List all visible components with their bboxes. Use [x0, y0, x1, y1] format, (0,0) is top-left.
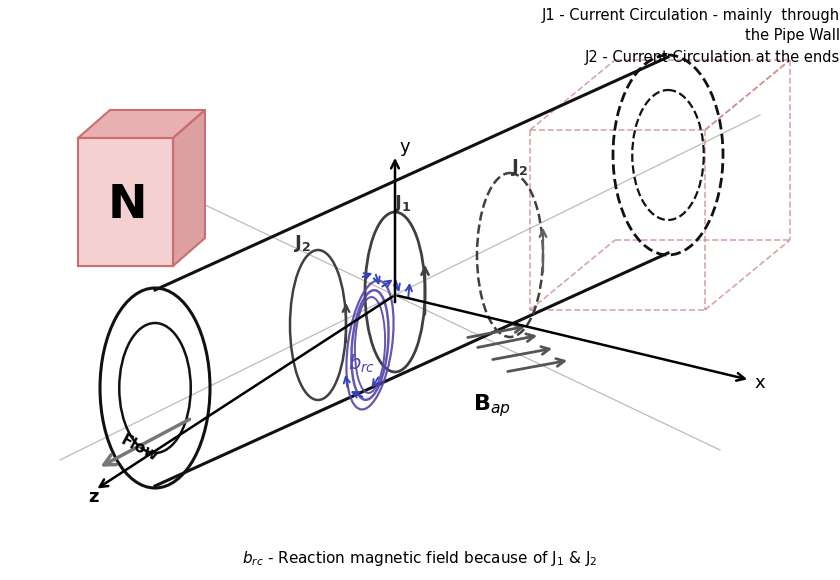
Text: N: N	[108, 183, 147, 229]
Text: $\mathbf{J_2}$: $\mathbf{J_2}$	[512, 157, 528, 177]
Text: J1 - Current Circulation - mainly  through: J1 - Current Circulation - mainly throug…	[542, 8, 840, 23]
Polygon shape	[173, 110, 205, 266]
Text: J2 - Current Circulation at the ends: J2 - Current Circulation at the ends	[585, 50, 840, 65]
Text: x: x	[754, 374, 764, 392]
Text: z: z	[88, 488, 98, 506]
Polygon shape	[78, 110, 205, 138]
Text: Flow: Flow	[118, 432, 160, 464]
Text: $b_{rc}$: $b_{rc}$	[348, 353, 375, 375]
Text: $\mathbf{J_1}$: $\mathbf{J_1}$	[394, 194, 412, 215]
Polygon shape	[78, 138, 173, 266]
Text: $\mathbf{B}_{ap}$: $\mathbf{B}_{ap}$	[473, 392, 511, 419]
Text: y: y	[400, 138, 411, 156]
Text: $\mathbf{J_2}$: $\mathbf{J_2}$	[294, 233, 312, 253]
Text: the Pipe Wall: the Pipe Wall	[745, 28, 840, 43]
Text: $b_{rc}$ - Reaction magnetic field because of J$_1$ & J$_2$: $b_{rc}$ - Reaction magnetic field becau…	[242, 549, 598, 568]
